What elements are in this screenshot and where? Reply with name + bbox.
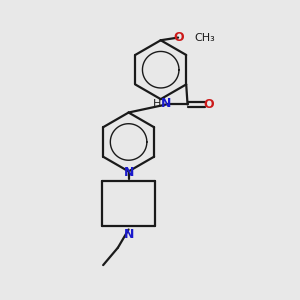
Text: N: N [123, 166, 134, 178]
Text: CH₃: CH₃ [195, 33, 215, 43]
Text: O: O [173, 31, 184, 44]
Text: N: N [161, 98, 171, 110]
Text: N: N [123, 228, 134, 242]
Text: O: O [204, 98, 214, 111]
Text: H: H [153, 99, 161, 109]
